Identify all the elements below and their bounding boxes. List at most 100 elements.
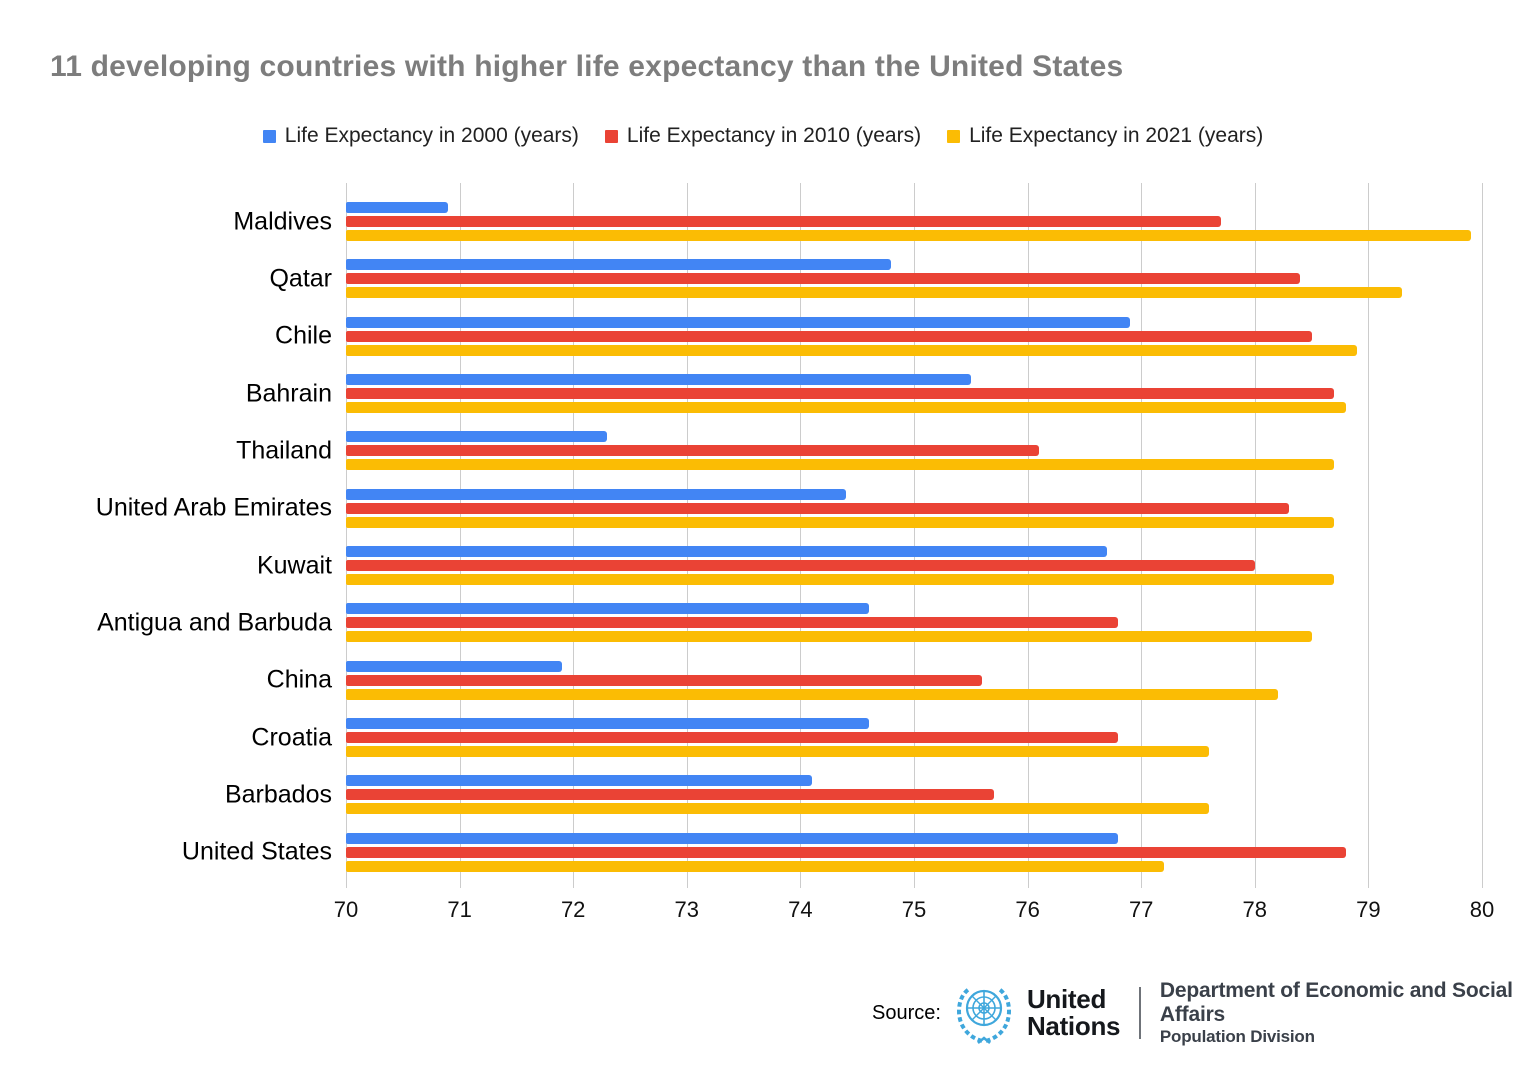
gridline	[1482, 183, 1483, 888]
plot-area: Maldives Qatar Chile Bahrain Thailand United …	[96, 183, 1483, 888]
country-label: Chile	[275, 321, 332, 350]
bar	[346, 330, 1312, 342]
gridline	[346, 183, 347, 888]
bar	[346, 516, 1335, 528]
country-row: Antigua and Barbuda	[97, 594, 1482, 651]
bar	[346, 732, 1119, 744]
x-tick-label: 80	[1469, 897, 1495, 922]
bar	[346, 574, 1335, 586]
gridline	[1141, 183, 1143, 888]
legend-swatch-icon	[262, 129, 276, 143]
bar	[346, 402, 1346, 414]
desa-department-label: Department of Economic and Social Affair…	[1159, 978, 1513, 1026]
country-label: Qatar	[269, 264, 332, 293]
bar	[346, 445, 1039, 457]
bar	[346, 388, 1335, 400]
country-row: Chile	[275, 308, 1482, 365]
un-wordmark: United Nations	[1026, 986, 1121, 1041]
bar	[346, 603, 869, 615]
x-tick-label: 78	[1242, 897, 1268, 922]
country-label: Thailand	[236, 436, 332, 465]
x-tick-label: 72	[560, 897, 586, 922]
legend: Life Expectancy in 2000 (years) Life Expe…	[0, 124, 1526, 148]
x-tick-label: 71	[447, 897, 472, 922]
gridline	[459, 183, 461, 888]
legend-swatch-icon	[604, 129, 618, 143]
bar	[346, 546, 1108, 558]
country-row: Maldives	[233, 193, 1482, 250]
desa-division-label: Population Division	[1159, 1026, 1315, 1046]
x-tick-label: 76	[1015, 897, 1040, 922]
bar	[346, 674, 983, 686]
country-label: Barbados	[224, 780, 332, 809]
bar	[346, 488, 846, 500]
united-nations-emblem-icon	[956, 987, 1011, 1044]
bar	[346, 287, 1403, 299]
legend-label: Life Expectancy in 2021 (years)	[969, 124, 1264, 147]
bar	[346, 846, 1346, 858]
x-tick-label: 74	[788, 897, 813, 922]
bar	[346, 803, 1210, 815]
bar	[346, 832, 1119, 844]
bar	[346, 775, 812, 787]
bar-rows: Maldives Qatar Chile Bahrain Thailand United …	[96, 193, 1482, 881]
country-row: Bahrain	[246, 365, 1482, 422]
country-row: United States	[182, 824, 1482, 881]
country-label: Antigua and Barbuda	[97, 608, 332, 637]
bar	[346, 860, 1164, 872]
gridline	[1368, 183, 1370, 888]
bar	[346, 746, 1210, 758]
gridline	[914, 183, 915, 888]
country-row: Barbados	[225, 766, 1482, 823]
country-row: United Arab Emirates	[96, 480, 1482, 537]
legend-item-2021: Life Expectancy in 2021 (years)	[947, 124, 1263, 148]
x-tick-label: 77	[1128, 897, 1154, 922]
country-label: China	[266, 665, 332, 694]
country-label: Kuwait	[256, 551, 332, 580]
country-row: Qatar	[269, 250, 1482, 307]
bar	[346, 718, 869, 730]
x-tick-label: 73	[674, 897, 700, 922]
gridline	[800, 183, 802, 888]
bar	[346, 631, 1312, 643]
country-row: China	[267, 652, 1482, 709]
legend-label: Life Expectancy in 2000 (years)	[284, 124, 579, 147]
country-row: Croatia	[251, 709, 1482, 766]
bar	[346, 789, 994, 801]
bar	[346, 230, 1471, 242]
legend-label: Life Expectancy in 2010 (years)	[626, 124, 922, 147]
bar	[346, 660, 562, 672]
bar	[346, 273, 1301, 285]
source-label: Source:	[872, 1001, 941, 1024]
gridline	[1254, 183, 1256, 888]
un-wordmark-line2: Nations	[1026, 1011, 1121, 1041]
bar	[346, 617, 1119, 629]
x-tick-label: 79	[1356, 897, 1381, 922]
chart-title: 11 developing countries with higher life…	[50, 50, 1124, 83]
bar	[346, 502, 1289, 514]
gridline	[573, 183, 575, 888]
country-label: Bahrain	[245, 379, 332, 408]
country-label: United Arab Emirates	[95, 493, 332, 522]
legend-item-2000: Life Expectancy in 2000 (years)	[262, 124, 579, 148]
bar	[346, 560, 1255, 572]
x-tick-label: 70	[333, 897, 359, 922]
country-label: Maldives	[233, 207, 332, 236]
gridline	[686, 183, 688, 888]
country-row: Thailand	[236, 422, 1482, 479]
bar	[346, 216, 1221, 228]
bar	[346, 374, 971, 386]
bar	[346, 316, 1130, 328]
legend-swatch-icon	[947, 129, 961, 143]
bar	[346, 202, 449, 214]
country-label: Croatia	[251, 723, 332, 752]
x-tick-label: 75	[901, 897, 927, 922]
desa-wordmark: Department of Economic and Social Affair…	[1160, 979, 1526, 1048]
legend-item-2010: Life Expectancy in 2010 (years)	[604, 124, 922, 148]
bar	[346, 459, 1335, 471]
bar	[346, 344, 1358, 356]
gridline	[1027, 183, 1029, 888]
x-axis: 70 71 72 73 74 75 76 77 78 79 80	[334, 897, 1494, 923]
country-row: Kuwait	[257, 537, 1482, 594]
bar	[346, 688, 1278, 700]
